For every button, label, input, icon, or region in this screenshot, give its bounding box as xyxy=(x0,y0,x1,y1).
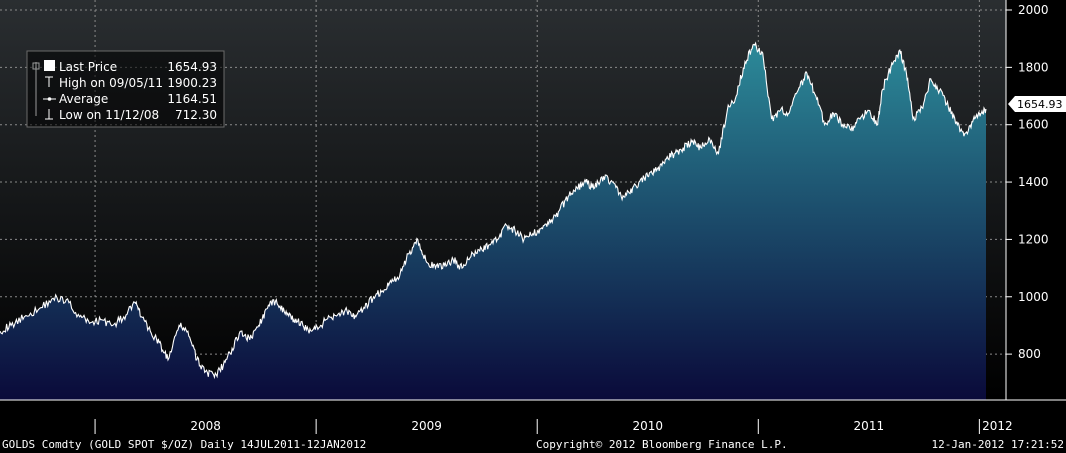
legend-value: 712.30 xyxy=(175,108,217,122)
footer: GOLDS Comdty (GOLD SPOT $/OZ) Daily 14JU… xyxy=(2,438,1064,451)
price-line xyxy=(0,41,987,380)
footer-security-info: GOLDS Comdty (GOLD SPOT $/OZ) Daily 14JU… xyxy=(2,438,366,451)
x-tick-label: 2010 xyxy=(632,419,663,433)
x-tick-label: 2011 xyxy=(854,419,885,433)
price-area-fill xyxy=(0,43,986,400)
footer-copyright: Copyright© 2012 Bloomberg Finance L.P. xyxy=(536,438,788,451)
y-axis: 800 1000 1200 1400 1600 1800 2000 xyxy=(1006,3,1049,361)
average-marker-icon xyxy=(43,97,56,101)
legend-item-last-price: Last Price 1654.93 xyxy=(44,60,217,74)
y-tick-label: 2000 xyxy=(1018,3,1049,17)
y-tick-label: 1800 xyxy=(1018,60,1049,74)
footer-timestamp: 12-Jan-2012 17:21:52 xyxy=(932,438,1064,451)
filled-square-icon xyxy=(44,60,55,71)
last-price-tag: 1654.93 xyxy=(1008,96,1066,112)
legend-item-average: Average 1164.51 xyxy=(43,92,217,106)
legend-item-low: Low on 11/12/08 712.30 xyxy=(45,108,217,122)
legend-value: 1900.23 xyxy=(167,76,217,90)
legend: Last Price 1654.93 High on 09/05/11 1900… xyxy=(26,50,225,128)
last-price-tag-label: 1654.93 xyxy=(1017,98,1063,111)
x-tick-label: 2012 xyxy=(982,419,1013,433)
x-tick-label: 2009 xyxy=(411,419,442,433)
y-tick-label: 800 xyxy=(1018,347,1041,361)
legend-collapse-icon xyxy=(32,62,40,70)
legend-label: Last Price xyxy=(59,60,117,74)
legend-label: High on 09/05/11 xyxy=(59,76,163,90)
price-area xyxy=(0,41,987,400)
y-tick-label: 1000 xyxy=(1018,290,1049,304)
legend-label: Low on 11/12/08 xyxy=(59,108,159,122)
y-tick-label: 1200 xyxy=(1018,232,1049,246)
high-marker-icon xyxy=(45,76,53,87)
y-tick-label: 1400 xyxy=(1018,175,1049,189)
low-marker-icon xyxy=(45,109,53,120)
y-tick-label: 1600 xyxy=(1018,118,1049,132)
x-axis: 2008 2009 2010 2011 2012 xyxy=(94,419,1013,434)
legend-label: Average xyxy=(59,92,108,106)
x-tick-label: 2008 xyxy=(190,419,221,433)
legend-value: 1654.93 xyxy=(167,60,217,74)
legend-box xyxy=(26,50,225,128)
legend-value: 1164.51 xyxy=(167,92,217,106)
legend-item-high: High on 09/05/11 1900.23 xyxy=(45,76,217,90)
